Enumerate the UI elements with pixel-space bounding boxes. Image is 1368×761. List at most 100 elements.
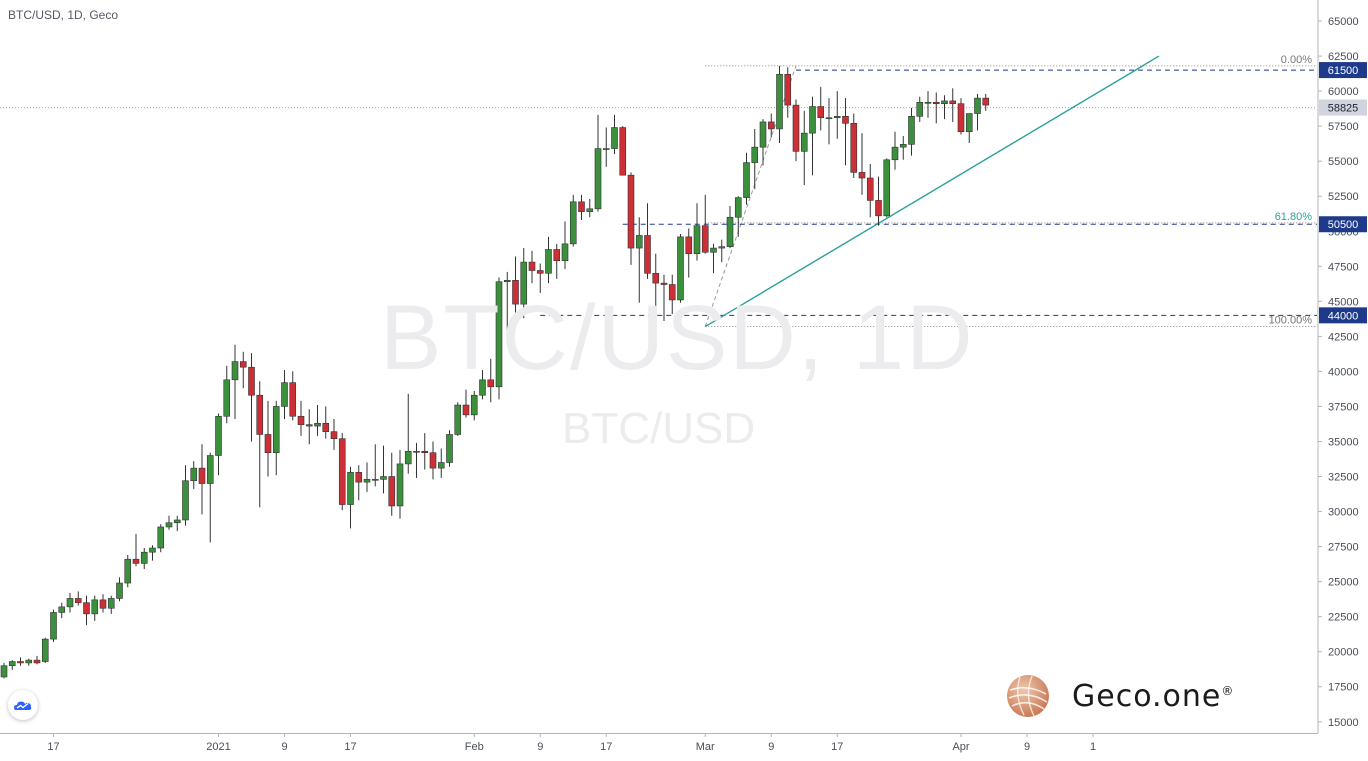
candle-body	[710, 247, 717, 253]
candle-body	[206, 455, 214, 484]
candle-body	[982, 97, 990, 106]
candle-body	[578, 201, 585, 212]
candle-body	[404, 450, 412, 465]
candle	[338, 433, 346, 511]
candle-body	[239, 361, 247, 368]
candle	[693, 203, 701, 261]
time-tick-label: Feb	[465, 741, 484, 753]
price-tick-label: 20000	[1328, 647, 1359, 659]
candle-body	[413, 450, 420, 453]
candle-body	[718, 246, 726, 249]
level-price-badge[interactable]: 61500	[1319, 62, 1367, 79]
candle	[388, 452, 396, 516]
price-tick-label: 35000	[1328, 436, 1359, 448]
candle	[924, 91, 932, 118]
symbol-watermark-sub: BTC/USD	[562, 404, 756, 453]
candle	[701, 194, 709, 254]
candle-body	[553, 249, 561, 261]
candle-body	[833, 116, 841, 119]
price-axis[interactable]: 15000 17500 20000 22500 25000 27500 30000 32500…	[1317, 0, 1367, 733]
candle	[223, 365, 231, 424]
candle	[553, 243, 561, 279]
candle-body	[347, 472, 354, 505]
candle-body	[842, 116, 849, 124]
candle	[578, 194, 585, 221]
candle	[858, 133, 866, 195]
candle	[371, 444, 379, 487]
candle	[545, 236, 552, 284]
candle	[495, 277, 503, 400]
fib-level-label: 0.00%	[1281, 54, 1312, 66]
candle	[190, 461, 198, 490]
candle	[561, 221, 569, 270]
candle	[974, 93, 981, 131]
candle-body	[825, 117, 833, 120]
candle-body	[701, 225, 709, 253]
candle-body	[891, 146, 899, 161]
candle-body	[512, 280, 519, 305]
candle	[132, 533, 140, 567]
geco-logo: Geco.one®	[1006, 672, 1234, 720]
candle-body	[924, 102, 932, 104]
horizontal-levels[interactable]	[0, 69, 1317, 316]
candle	[652, 253, 660, 314]
candle-body	[107, 598, 115, 609]
tradingview-badge[interactable]	[8, 690, 38, 720]
candle	[91, 595, 99, 621]
candle	[165, 515, 173, 530]
level-price-badge[interactable]: 50500	[1319, 216, 1367, 233]
candle-body	[495, 281, 503, 388]
trendline-group[interactable]	[704, 55, 1160, 328]
candle	[83, 595, 90, 626]
candle	[718, 239, 726, 263]
candle-body	[50, 612, 57, 640]
candle-body	[396, 463, 404, 507]
time-axis[interactable]: 17 2021 9 17 Feb 9 17 Mar 9 17 Apr 9 1	[0, 733, 1318, 753]
candle	[512, 256, 519, 319]
candle-body	[256, 394, 264, 435]
candle-body	[866, 177, 874, 201]
candle	[215, 413, 222, 476]
candle	[437, 448, 445, 478]
candle	[899, 135, 907, 160]
geco-globe-icon	[1007, 675, 1049, 717]
candle-body	[74, 598, 82, 603]
candle-body	[809, 106, 816, 134]
current-price-badge[interactable]: 58825	[1319, 99, 1367, 116]
candle	[33, 655, 41, 665]
trendline[interactable]	[704, 55, 1160, 328]
candle	[908, 107, 915, 156]
candle-body	[627, 174, 635, 249]
level-price-badge[interactable]: 44000	[1319, 307, 1367, 324]
candle-body	[289, 382, 297, 417]
candle	[503, 271, 511, 331]
candle	[173, 515, 181, 532]
candle	[297, 400, 305, 436]
candle	[429, 441, 437, 480]
candle-body	[0, 665, 8, 678]
candle-body	[132, 558, 140, 564]
candle	[536, 263, 544, 293]
time-tick-label: Mar	[696, 741, 715, 753]
candle-body	[800, 132, 808, 152]
candle-body	[932, 102, 940, 105]
candle-body	[314, 422, 321, 427]
candle-body	[388, 476, 396, 507]
candle	[635, 217, 643, 303]
candle	[198, 444, 206, 515]
candle-body	[883, 159, 891, 217]
price-tick-label: 65000	[1328, 16, 1359, 28]
candle-body	[594, 148, 602, 210]
price-tick-label: 47500	[1328, 261, 1359, 273]
candle	[569, 194, 577, 247]
fib-level-label: 100.00%	[1269, 315, 1313, 327]
candle-body	[338, 438, 346, 505]
candle-body	[941, 100, 948, 105]
time-tick-label: 1	[1090, 741, 1096, 753]
candle-body	[479, 379, 486, 396]
candle-body	[83, 602, 90, 615]
fibonacci-retracement[interactable]: 0.00% 61.80% 100.00%	[704, 54, 1317, 328]
candle	[454, 402, 462, 436]
candle	[404, 393, 412, 474]
